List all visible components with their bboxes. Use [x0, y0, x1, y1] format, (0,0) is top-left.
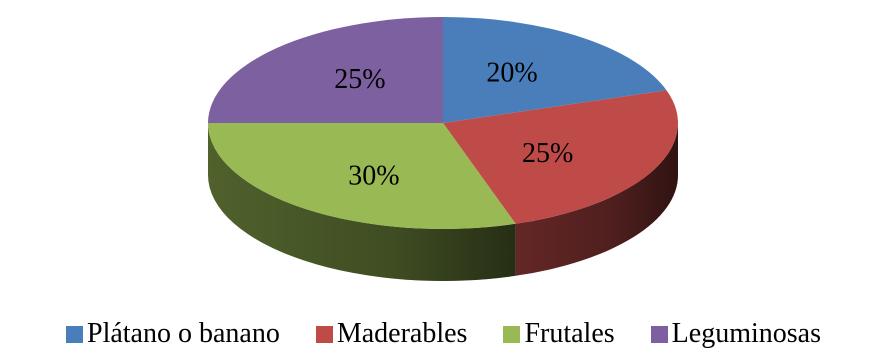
legend-swatch [315, 325, 333, 343]
pie-side-shade-3 [208, 123, 516, 281]
legend-label: Frutales [524, 318, 615, 349]
legend-label: Maderables [336, 318, 468, 349]
pie-slice-2 [443, 90, 679, 224]
pie-label-2: 25% [522, 138, 573, 169]
legend-item: Maderables [315, 318, 468, 350]
pie-slice-1 [443, 17, 667, 123]
legend-swatch [503, 325, 521, 343]
pie-side-shade-2 [515, 123, 678, 276]
pie-slice-3 [208, 123, 516, 230]
legend-label: Leguminosas [671, 318, 821, 349]
pie-labels: 20% 25% 30% 25% [334, 58, 573, 192]
legend-item: Leguminosas [650, 318, 821, 350]
pie-label-4: 25% [334, 64, 385, 95]
legend-swatch [650, 325, 668, 343]
legend-swatch [66, 325, 83, 343]
pie-slices [208, 17, 679, 230]
pie-sides [208, 123, 678, 281]
pie-slice-4 [208, 17, 443, 123]
legend: Plátano o banano Maderables Frutales Legumi… [0, 316, 887, 352]
legend-item: Plátano o banano [66, 318, 280, 350]
pie-label-1: 20% [486, 58, 537, 89]
legend-item: Frutales [503, 318, 615, 350]
legend-label: Plátano o banano [87, 318, 280, 349]
pie-chart: 20% 25% 30% 25% [208, 17, 679, 281]
pie-label-3: 30% [348, 160, 399, 191]
